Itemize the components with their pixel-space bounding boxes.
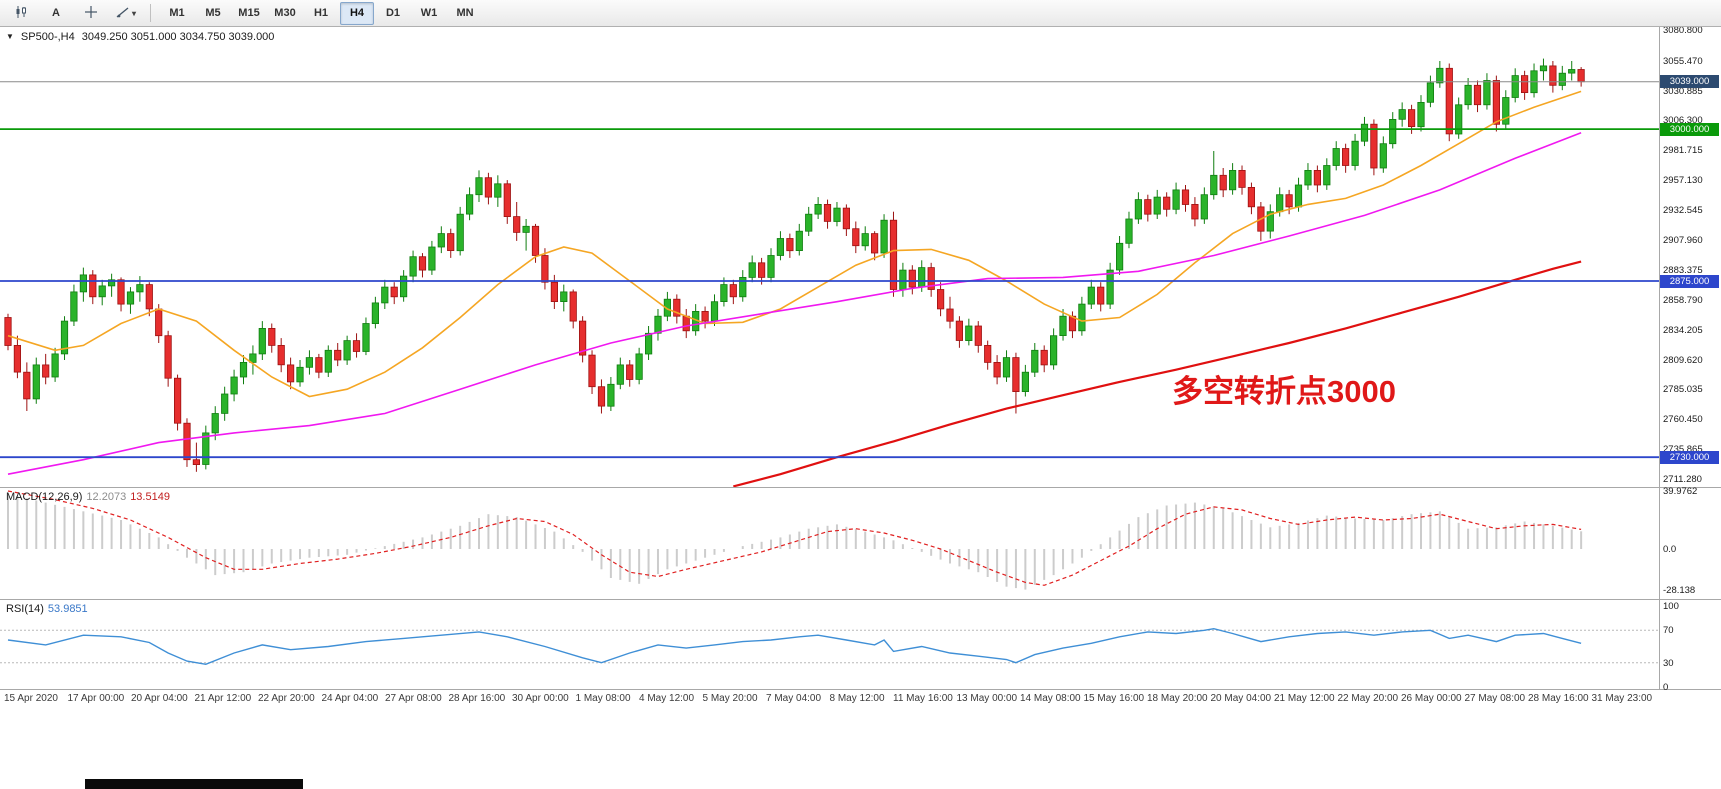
price-level-badge: 3000.000 xyxy=(1660,122,1719,136)
price-axis-label: 3030.885 xyxy=(1663,85,1703,97)
rsi-name: RSI(14) xyxy=(6,603,44,615)
timeframe-group: M1 M5 M15 M30 H1 H4 D1 W1 MN xyxy=(160,1,482,25)
rsi-axis-label: 100 xyxy=(1663,601,1679,612)
time-axis-label: 22 Apr 20:00 xyxy=(258,693,315,704)
time-axis-label: 18 May 20:00 xyxy=(1147,693,1208,704)
ma-magenta-line xyxy=(7,131,1582,475)
time-axis-label: 27 May 08:00 xyxy=(1464,693,1526,704)
timeframe-button-d1[interactable]: D1 xyxy=(385,7,401,19)
time-axis-label: 22 May 20:00 xyxy=(1337,693,1399,704)
time-axis-label: 14 May 08:00 xyxy=(1020,693,1081,704)
time-axis-label: 30 Apr 00:00 xyxy=(512,693,569,704)
time-axis-label: 28 Apr 16:00 xyxy=(448,693,506,704)
toolbar-separator xyxy=(150,4,151,22)
time-axis-label: 1 May 08:00 xyxy=(575,693,631,704)
rsi-line xyxy=(7,627,1582,666)
rsi-level-lines xyxy=(0,629,1659,664)
chevron-down-icon: ▾ xyxy=(131,8,136,18)
time-axis-label: 7 May 04:00 xyxy=(766,693,822,704)
price-axis-label: 3006.300 xyxy=(1663,115,1703,127)
timeframe-button-w1[interactable]: W1 xyxy=(420,7,438,19)
price-axis-label: 2981.715 xyxy=(1663,145,1703,157)
timeframe-button-m30[interactable]: M30 xyxy=(274,7,296,19)
rsi-value: 53.9851 xyxy=(47,603,88,615)
macd-indicator-label: MACD(12,26,9) 12.2073 13.5149 xyxy=(6,491,170,503)
time-axis-label: 28 May 16:00 xyxy=(1528,693,1589,704)
price-axis-label: 2785.035 xyxy=(1663,384,1703,396)
ma-orange-line xyxy=(7,90,1582,398)
price-axis-label: 2809.620 xyxy=(1663,354,1703,366)
time-axis-label: 24 Apr 04:00 xyxy=(321,693,379,704)
rsi-indicator-label: RSI(14) 53.9851 xyxy=(6,603,88,615)
macd-main-value: 12.2073 xyxy=(86,491,127,503)
ma-red-line xyxy=(733,260,1582,488)
shapes-dropdown-button[interactable]: ▾ xyxy=(109,2,143,25)
macd-signal-line xyxy=(7,490,1582,586)
price-axis-label: 2957.130 xyxy=(1663,175,1703,187)
candles-icon xyxy=(14,5,28,22)
time-axis-label: 20 May 04:00 xyxy=(1210,693,1272,704)
time-axis-label: 15 Apr 2020 xyxy=(4,693,58,704)
taskbar-fragment xyxy=(85,779,303,789)
price-axis-label: 3055.470 xyxy=(1663,55,1703,67)
toolbar: A ▾ M1 M5 M15 M30 H1 H4 D1 W1 MN xyxy=(0,0,1721,27)
price-axis-label: 2907.960 xyxy=(1663,234,1703,246)
timeframe-button-m1[interactable]: M1 xyxy=(169,7,185,19)
price-level-lines xyxy=(0,81,1659,459)
price-axis-label: 2760.450 xyxy=(1663,414,1703,426)
price-axis-label: 2711.280 xyxy=(1663,474,1702,485)
collapse-arrow-icon[interactable]: ▼ xyxy=(6,32,14,41)
price-level-badge: 2875.000 xyxy=(1660,274,1719,288)
time-axis-label: 31 May 23:00 xyxy=(1591,693,1653,704)
price-level-badge: 3039.000 xyxy=(1660,75,1719,89)
macd-axis-label: 0.0 xyxy=(1663,544,1677,555)
time-axis-label: 20 Apr 04:00 xyxy=(131,693,188,704)
chart-annotation-text: 多空转折点3000 xyxy=(1172,374,1396,409)
crosshair-tool-button[interactable] xyxy=(74,2,108,25)
time-axis-label: 21 May 12:00 xyxy=(1274,693,1335,704)
time-axis-label: 11 May 16:00 xyxy=(893,693,953,704)
time-axis-label: 15 May 16:00 xyxy=(1083,693,1145,704)
price-axis-label: 2932.545 xyxy=(1663,205,1703,217)
chart-title: ▼ SP500-,H4 3049.250 3051.000 3034.750 3… xyxy=(6,31,274,43)
time-axis-label: 8 May 12:00 xyxy=(829,693,885,704)
timeframe-button-h1[interactable]: H1 xyxy=(313,7,329,19)
shapes-dropdown-icon xyxy=(116,5,130,22)
price-axis-label: 2834.205 xyxy=(1663,324,1703,336)
price-axis-label: 2735.865 xyxy=(1663,444,1703,456)
text-tool-button[interactable]: A xyxy=(52,7,60,19)
panel-separators xyxy=(0,27,1721,690)
time-axis-label: 4 May 12:00 xyxy=(639,693,695,704)
rsi-axis-label: 30 xyxy=(1663,657,1674,669)
ohlc-values: 3049.250 3051.000 3034.750 3039.000 xyxy=(81,31,275,43)
time-axis-label: 13 May 00:00 xyxy=(956,693,1018,704)
timeframe-button-m15[interactable]: M15 xyxy=(238,7,260,19)
macd-axis-label: -28.138 xyxy=(1663,584,1696,596)
rsi-axis-label: 70 xyxy=(1663,625,1674,637)
price-level-badge: 2730.000 xyxy=(1660,450,1719,464)
timeframe-button-h4[interactable]: H4 xyxy=(340,1,374,25)
time-axis-label: 26 May 00:00 xyxy=(1401,693,1462,704)
price-axis-label: 2883.375 xyxy=(1663,264,1703,276)
timeframe-button-m5[interactable]: M5 xyxy=(205,7,221,19)
macd-name: MACD(12,26,9) xyxy=(6,491,83,503)
time-axis-label: 21 Apr 12:00 xyxy=(194,693,252,704)
time-axis-label: 5 May 20:00 xyxy=(702,693,758,704)
time-axis-label: 17 Apr 00:00 xyxy=(67,693,125,704)
price-axis-label: 3080.800 xyxy=(1663,24,1703,36)
candles-mode-button[interactable] xyxy=(4,2,38,25)
rsi-axis-label: 0 xyxy=(1663,682,1669,693)
symbol-period-label: SP500-,H4 xyxy=(20,31,75,43)
macd-axis-label: 39.9762 xyxy=(1663,486,1698,497)
time-axis-label: 27 Apr 08:00 xyxy=(385,693,442,704)
timeframe-button-mn[interactable]: MN xyxy=(456,7,474,19)
price-axis-label: 2858.790 xyxy=(1663,294,1703,306)
crosshair-icon xyxy=(84,5,98,22)
macd-signal-value: 13.5149 xyxy=(130,491,170,503)
